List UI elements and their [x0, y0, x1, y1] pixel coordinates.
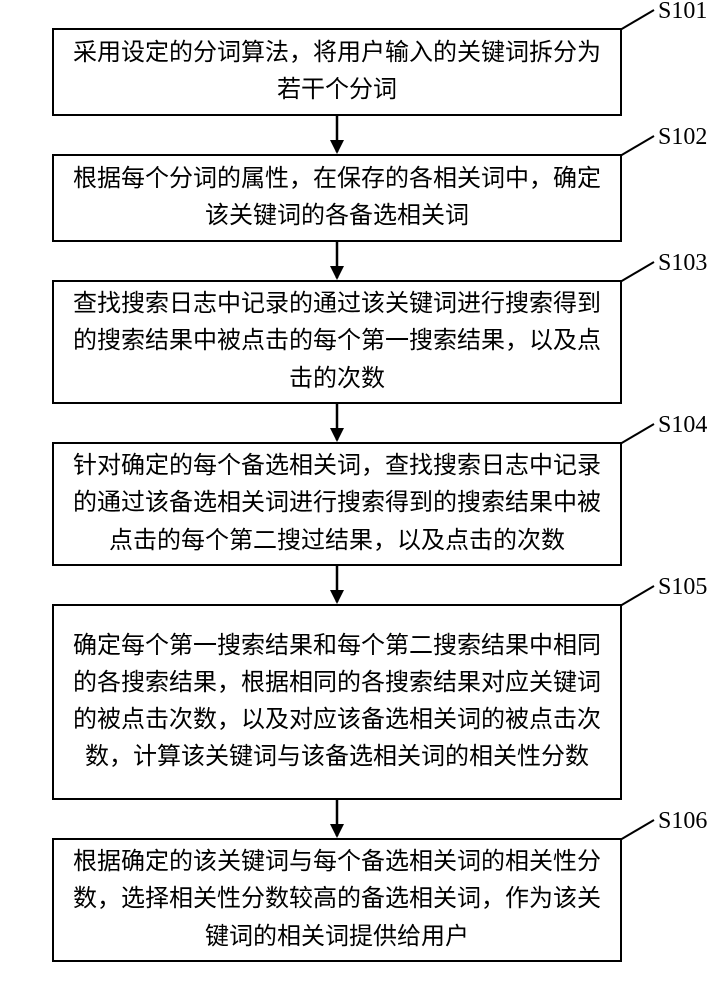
flow-node-text: 根据确定的该关键词与每个备选相关词的相关性分数，选择相关性分数较高的备选相关词，… [72, 844, 602, 956]
flow-node-S104: 针对确定的每个备选相关词，查找搜索日志中记录的通过该备选相关词进行搜索得到的搜索… [52, 442, 622, 566]
callout-S103 [618, 260, 656, 284]
step-label-S101: S101 [658, 0, 707, 25]
flow-node-text: 确定每个第一搜索结果和每个第二搜索结果中相同的各搜索结果，根据相同的各搜索结果对… [72, 628, 602, 777]
step-label-S105: S105 [658, 574, 707, 601]
step-label-S104: S104 [658, 412, 707, 439]
step-label-S102: S102 [658, 124, 707, 151]
flow-node-S105: 确定每个第一搜索结果和每个第二搜索结果中相同的各搜索结果，根据相同的各搜索结果对… [52, 604, 622, 800]
flow-node-S101: 采用设定的分词算法，将用户输入的关键词拆分为若干个分词 [52, 28, 622, 116]
flowchart-canvas: 采用设定的分词算法，将用户输入的关键词拆分为若干个分词 S101 根据每个分词的属性… [0, 0, 714, 1000]
callout-S105 [618, 584, 656, 608]
arrow-S102-S103 [325, 242, 349, 280]
callout-S102 [618, 134, 656, 158]
callout-S104 [618, 422, 656, 446]
arrow-S101-S102 [325, 116, 349, 154]
flow-node-text: 采用设定的分词算法，将用户输入的关键词拆分为若干个分词 [72, 35, 602, 109]
callout-S106 [618, 818, 656, 842]
arrow-S104-S105 [325, 566, 349, 604]
flow-node-S102: 根据每个分词的属性，在保存的各相关词中，确定该关键词的各备选相关词 [52, 154, 622, 242]
flow-node-text: 针对确定的每个备选相关词，查找搜索日志中记录的通过该备选相关词进行搜索得到的搜索… [72, 448, 602, 560]
flow-node-text: 根据每个分词的属性，在保存的各相关词中，确定该关键词的各备选相关词 [72, 161, 602, 235]
callout-S101 [618, 8, 656, 32]
step-label-S103: S103 [658, 250, 707, 277]
flow-node-S106: 根据确定的该关键词与每个备选相关词的相关性分数，选择相关性分数较高的备选相关词，… [52, 838, 622, 962]
arrow-S105-S106 [325, 800, 349, 838]
step-label-S106: S106 [658, 808, 707, 835]
arrow-S103-S104 [325, 404, 349, 442]
flow-node-S103: 查找搜索日志中记录的通过该关键词进行搜索得到的搜索结果中被点击的每个第一搜索结果… [52, 280, 622, 404]
flow-node-text: 查找搜索日志中记录的通过该关键词进行搜索得到的搜索结果中被点击的每个第一搜索结果… [72, 286, 602, 398]
